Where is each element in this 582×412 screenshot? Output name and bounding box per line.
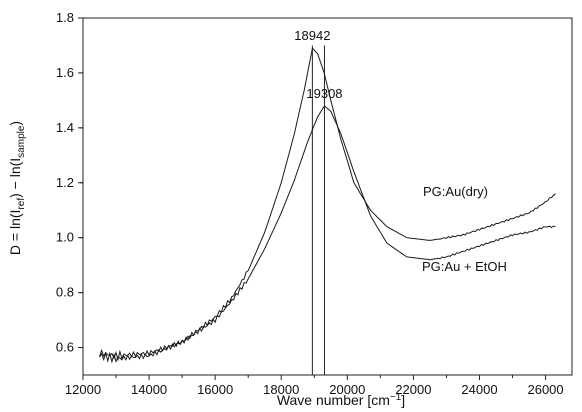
x-tick-label: 22000 (395, 382, 431, 397)
peak-label-18942: 18942 (294, 28, 330, 43)
x-tick-label: 24000 (461, 382, 497, 397)
series-label-dry: PG:Au(dry) (423, 184, 488, 199)
y-tick-label: 1.4 (56, 120, 74, 135)
peak-label-19308: 19308 (306, 86, 342, 101)
y-axis-title: D = ln(Iref) − ln(Isample) (7, 121, 27, 255)
y-tick-label: 0.8 (56, 285, 74, 300)
series-line-etoh (99, 105, 556, 364)
vertical-markers (311, 45, 325, 375)
y-tick-label: 1.8 (56, 10, 74, 25)
y-tick-label: 1.0 (56, 230, 74, 245)
y-tick-label: 1.2 (56, 175, 74, 190)
x-tick-label: 26000 (527, 382, 563, 397)
y-tick-label: 1.6 (56, 65, 74, 80)
peak-annotations: 18942 19308 (294, 28, 342, 101)
plot-area-border (82, 17, 573, 376)
y-tick-label: 0.6 (56, 340, 74, 355)
x-tick-label: 12000 (65, 382, 101, 397)
series-label-etoh: PG:Au + EtOH (422, 259, 507, 274)
x-tick-label: 14000 (131, 382, 167, 397)
y-axis-ticks: 0.6 0.8 1.0 1.2 1.4 1.6 1.8 (56, 10, 83, 355)
x-tick-label: 20000 (329, 382, 365, 397)
series-lines (99, 47, 556, 364)
x-axis-ticks: 12000 14000 16000 18000 20000 22000 24000 26000 (65, 375, 564, 397)
x-axis-title: Wave number [cm−1] (277, 392, 405, 408)
x-tick-label: 18000 (263, 382, 299, 397)
plot-frame (82, 17, 573, 376)
series-line-dry (99, 47, 556, 362)
x-tick-label: 16000 (197, 382, 233, 397)
